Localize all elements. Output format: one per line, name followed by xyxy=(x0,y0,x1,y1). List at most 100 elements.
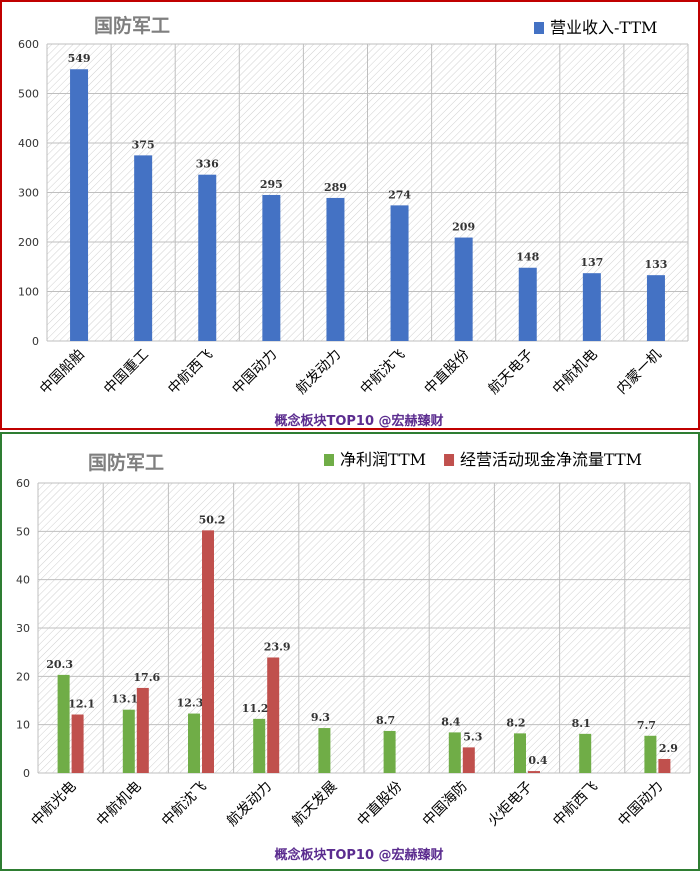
bar xyxy=(462,747,475,773)
legend-swatch xyxy=(324,454,334,466)
bar xyxy=(134,155,153,341)
data-label: 375 xyxy=(132,138,155,151)
x-tick-label: 中航沈飞 xyxy=(159,779,210,830)
x-tick-label: 航发动力 xyxy=(224,779,275,830)
bar xyxy=(514,733,526,773)
bar xyxy=(528,771,540,773)
bar xyxy=(454,237,473,341)
bar xyxy=(253,718,266,773)
profit-cashflow-chart-panel: 0 10 20 30 40 50 60 国防军工 净利润TTM 经营活动现金净流量TTM 20.3 1… xyxy=(0,432,700,871)
legend-label: 净利润TTM xyxy=(340,450,426,469)
x-tick-label: 中航机电 xyxy=(94,779,145,830)
bar xyxy=(658,758,671,773)
bar xyxy=(262,194,281,341)
bar xyxy=(390,205,409,341)
legend-label: 营业收入-TTM xyxy=(550,18,657,37)
data-label: 137 xyxy=(580,256,603,269)
bar xyxy=(326,197,345,341)
bar xyxy=(582,273,601,341)
profit-cashflow-chart: 0 10 20 30 40 50 60 国防军工 净利润TTM 经营活动现金净流量TTM 20.3 1… xyxy=(16,450,691,863)
data-label: 9.3 xyxy=(311,711,330,724)
x-tick-label: 中国动力 xyxy=(615,779,666,830)
bar xyxy=(383,730,396,773)
bar xyxy=(71,714,84,773)
x-tick-label: 航天发展 xyxy=(289,779,340,830)
data-label: 295 xyxy=(260,178,283,191)
data-label: 289 xyxy=(324,181,347,194)
data-label: 133 xyxy=(644,258,667,271)
y-tick-label: 100 xyxy=(18,286,39,299)
data-label: 5.3 xyxy=(463,730,482,743)
y-tick-label: 40 xyxy=(16,574,30,587)
data-label: 7.7 xyxy=(637,719,656,732)
x-tick-label: 火炬电子 xyxy=(485,779,536,830)
x-tick-label: 航发动力 xyxy=(293,347,344,398)
x-tick-label: 中国船舶 xyxy=(37,347,88,398)
data-label: 50.2 xyxy=(199,513,226,526)
y-tick-label: 30 xyxy=(16,622,30,635)
data-label: 11.2 xyxy=(242,702,269,715)
data-label: 23.9 xyxy=(264,640,291,653)
chart-title: 国防军工 xyxy=(94,14,170,37)
bar xyxy=(518,267,537,341)
x-tick-label: 中航沈飞 xyxy=(357,347,408,398)
bar xyxy=(70,69,89,342)
bar xyxy=(188,713,200,773)
bar xyxy=(202,530,214,773)
legend-swatch xyxy=(534,22,544,34)
data-label: 8.2 xyxy=(506,716,525,729)
y-tick-label: 200 xyxy=(18,236,39,249)
bar xyxy=(267,657,280,773)
data-label: 336 xyxy=(196,158,219,171)
data-label: 20.3 xyxy=(46,658,73,671)
x-tick-label: 中直股份 xyxy=(421,346,473,398)
bar xyxy=(644,735,657,773)
revenue-chart: 0 100 200 300 400 500 600 国防军工 营业收入-TTM 549 中国船舶 37… xyxy=(18,14,689,428)
data-label: 274 xyxy=(388,188,411,201)
x-tick-label: 中航西飞 xyxy=(550,779,601,830)
x-tick-label: 中航西飞 xyxy=(165,347,216,398)
bar xyxy=(318,728,331,773)
y-tick-label: 0 xyxy=(32,335,39,348)
y-tick-label: 300 xyxy=(18,187,39,200)
data-label: 17.6 xyxy=(133,671,160,684)
revenue-chart-panel: 0 100 200 300 400 500 600 国防军工 营业收入-TTM 549 中国船舶 37… xyxy=(0,0,700,430)
y-tick-label: 20 xyxy=(16,670,30,683)
data-label: 12.1 xyxy=(68,698,95,711)
y-tick-label: 10 xyxy=(16,719,30,732)
x-tick-label: 中国动力 xyxy=(229,347,280,398)
x-tick-label: 中国海防 xyxy=(420,779,471,830)
legend-label: 经营活动现金净流量TTM xyxy=(460,450,642,469)
bar xyxy=(448,732,461,773)
data-label: 0.4 xyxy=(528,754,547,767)
x-tick-label: 中直股份 xyxy=(354,778,406,830)
y-tick-label: 50 xyxy=(16,525,30,538)
x-tick-label: 中国重工 xyxy=(101,347,152,398)
data-label: 2.9 xyxy=(659,742,678,755)
data-label: 12.3 xyxy=(177,697,204,710)
chart-title: 国防军工 xyxy=(88,451,164,474)
y-tick-label: 400 xyxy=(18,137,39,150)
x-tick-label: 中航光电 xyxy=(29,779,80,830)
y-tick-label: 600 xyxy=(18,38,39,51)
data-label: 148 xyxy=(516,251,539,264)
bar xyxy=(198,174,217,341)
data-label: 8.7 xyxy=(376,714,395,727)
watermark-text: 概念板块TOP10 @宏赫臻财 xyxy=(274,847,443,863)
bar xyxy=(57,674,70,773)
data-label: 8.4 xyxy=(441,715,460,728)
x-tick-label: 中航机电 xyxy=(550,347,601,398)
bar xyxy=(136,687,149,773)
bar xyxy=(122,709,135,773)
x-tick-label: 内蒙一机 xyxy=(614,347,665,398)
y-tick-label: 500 xyxy=(18,88,39,101)
bar xyxy=(579,733,592,773)
watermark-text: 概念板块TOP10 @宏赫臻财 xyxy=(274,413,443,428)
y-tick-label: 60 xyxy=(16,477,30,490)
data-label: 13.1 xyxy=(111,693,138,706)
y-tick-label: 0 xyxy=(23,767,30,780)
legend-swatch xyxy=(444,454,455,466)
data-label: 549 xyxy=(68,52,91,65)
data-label: 8.1 xyxy=(572,717,591,730)
data-label: 209 xyxy=(452,221,475,234)
